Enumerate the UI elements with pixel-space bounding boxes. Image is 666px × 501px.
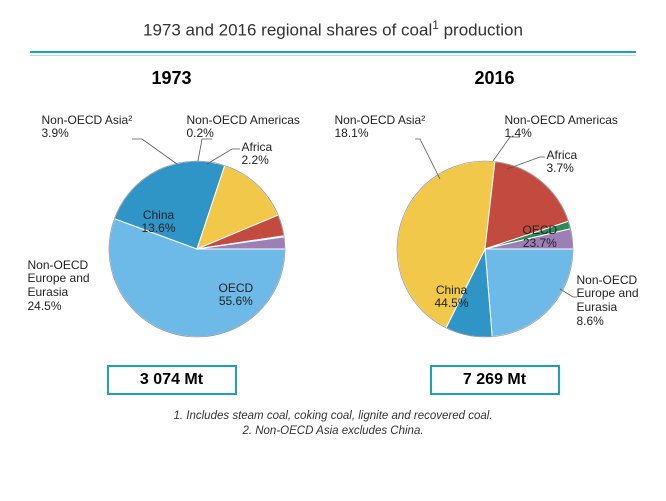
year-label-2016: 2016	[345, 68, 645, 89]
panel-2016: 2016 OECD23.7% Non-OECDEurope andEurasia8…	[345, 68, 645, 395]
label-africa: Africa2.2%	[242, 141, 273, 169]
year-label-1973: 1973	[22, 68, 322, 89]
label-africa: Africa3.7%	[547, 149, 578, 177]
label-non-oecd-americas: Non-OECD Americas0.2%	[187, 114, 300, 142]
label-non-oecd-americas: Non-OECD Americas1.4%	[505, 114, 618, 142]
footnote-2: 2. Non-OECD Asia excludes China.	[0, 424, 666, 440]
label-china: China13.6%	[142, 209, 176, 237]
label-oecd: OECD23.7%	[523, 224, 558, 252]
divider-top	[30, 51, 636, 53]
label-non-oecd-europe-and-eurasia: Non-OECDEurope andEurasia24.5%	[28, 259, 90, 314]
chart-title: 1973 and 2016 regional shares of coal1 p…	[0, 0, 666, 51]
title-post: production	[439, 21, 523, 40]
label-oecd: OECD55.6%	[219, 282, 254, 310]
total-1973: 3 074 Mt	[107, 365, 237, 395]
pie-2016: OECD23.7% Non-OECDEurope andEurasia8.6% Ch…	[345, 99, 645, 359]
panel-1973: 1973 OECD55.6% Non-OECDEurope andEurasia2…	[22, 68, 322, 395]
footnote-1: 1. Includes steam coal, coking coal, lig…	[0, 409, 666, 425]
total-2016: 7 269 Mt	[430, 365, 560, 395]
label-non-oecd-europe-and-eurasia: Non-OECDEurope andEurasia8.6%	[577, 274, 639, 329]
leader-line	[132, 139, 177, 164]
charts-row: 1973 OECD55.6% Non-OECDEurope andEurasia2…	[0, 56, 666, 395]
title-sup: 1	[432, 18, 439, 32]
leader-line	[198, 139, 212, 161]
leader-line	[507, 157, 545, 169]
label-non-oecd-asia: Non-OECD Asia²3.9%	[42, 114, 133, 142]
title-pre: 1973 and 2016 regional shares of coal	[143, 21, 432, 40]
leader-line	[415, 139, 440, 179]
slice-oecd	[485, 249, 573, 337]
pie-1973: OECD55.6% Non-OECDEurope andEurasia24.5% C…	[22, 99, 322, 359]
label-non-oecd-asia: Non-OECD Asia²18.1%	[335, 114, 426, 142]
footnotes: 1. Includes steam coal, coking coal, lig…	[0, 409, 666, 440]
label-china: China44.5%	[435, 284, 469, 312]
leader-line	[207, 149, 240, 164]
